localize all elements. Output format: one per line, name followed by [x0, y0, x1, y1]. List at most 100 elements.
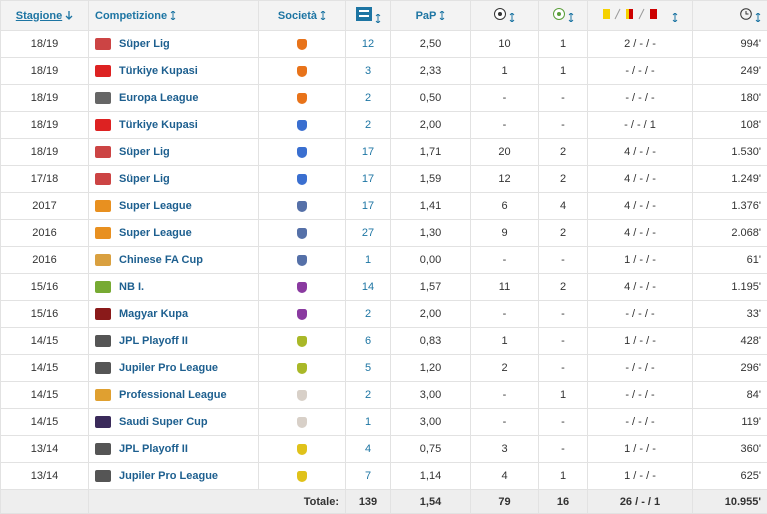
sort-icon: [672, 13, 678, 22]
club: [259, 139, 346, 166]
apps-header[interactable]: [346, 1, 391, 31]
assist-icon: [553, 8, 565, 20]
competition: Jupiler Pro League: [89, 355, 259, 382]
competition-logo: [95, 362, 111, 374]
club-logo[interactable]: [297, 147, 307, 158]
club: [259, 85, 346, 112]
appearances: 27: [346, 220, 391, 247]
total-goals: 79: [471, 490, 539, 514]
assists: 2: [539, 139, 588, 166]
cards-header[interactable]: [588, 1, 693, 31]
minutes: 2.068': [693, 220, 767, 247]
club-logo[interactable]: [297, 228, 307, 239]
clock-icon: [740, 8, 752, 20]
club-header[interactable]: Società: [259, 1, 346, 31]
sort-icon: [320, 11, 326, 20]
competition: Super League: [89, 193, 259, 220]
competition-link[interactable]: JPL Playoff II: [119, 335, 188, 347]
club-logo[interactable]: [297, 417, 307, 428]
appearances: 1: [346, 247, 391, 274]
competition-link[interactable]: Professional League: [119, 389, 227, 401]
competition-link[interactable]: NB I.: [119, 281, 144, 293]
club-logo[interactable]: [297, 390, 307, 401]
club-logo[interactable]: [297, 444, 307, 455]
competition-header[interactable]: Competizione: [89, 1, 259, 31]
goals: -: [471, 85, 539, 112]
cards: 4 / - / -: [588, 220, 693, 247]
club-logo[interactable]: [297, 282, 307, 293]
competition-link[interactable]: JPL Playoff II: [119, 443, 188, 455]
club-logo[interactable]: [297, 120, 307, 131]
appearances: 5: [346, 355, 391, 382]
minutes: 33': [693, 301, 767, 328]
competition-link[interactable]: Türkiye Kupasi: [119, 119, 198, 131]
club-logo[interactable]: [297, 309, 307, 320]
cards: - / - / -: [588, 355, 693, 382]
goals: 3: [471, 436, 539, 463]
competition-link[interactable]: Super League: [119, 200, 192, 212]
competition-link[interactable]: Europa League: [119, 92, 198, 104]
competition-link[interactable]: Magyar Kupa: [119, 308, 188, 320]
club-logo[interactable]: [297, 93, 307, 104]
season-header[interactable]: Stagione: [1, 1, 89, 31]
competition-link[interactable]: Saudi Super Cup: [119, 416, 208, 428]
assists-header[interactable]: [539, 1, 588, 31]
competition-logo: [95, 308, 111, 320]
points-per-game: 1,59: [391, 166, 471, 193]
club-logo[interactable]: [297, 39, 307, 50]
club-logo[interactable]: [297, 201, 307, 212]
competition-link[interactable]: Jupiler Pro League: [119, 362, 218, 374]
goals: -: [471, 409, 539, 436]
pap-header[interactable]: PaP: [391, 1, 471, 31]
total-label: Totale:: [89, 490, 346, 514]
goals: 12: [471, 166, 539, 193]
cards: - / - / -: [588, 58, 693, 85]
club-logo[interactable]: [297, 255, 307, 266]
points-per-game: 0,83: [391, 328, 471, 355]
assists: 2: [539, 220, 588, 247]
minutes: 360': [693, 436, 767, 463]
season: 18/19: [1, 139, 89, 166]
club-logo[interactable]: [297, 336, 307, 347]
pap-label: PaP: [416, 10, 437, 22]
cards: 4 / - / -: [588, 139, 693, 166]
club: [259, 382, 346, 409]
club: [259, 112, 346, 139]
assists: -: [539, 301, 588, 328]
goals: -: [471, 247, 539, 274]
competition: Türkiye Kupasi: [89, 112, 259, 139]
competition-link[interactable]: Süper Lig: [119, 173, 170, 185]
competition-link[interactable]: Süper Lig: [119, 38, 170, 50]
appearances: 2: [346, 382, 391, 409]
points-per-game: 1,71: [391, 139, 471, 166]
club: [259, 328, 346, 355]
total-pap: 1,54: [391, 490, 471, 514]
minutes: 84': [693, 382, 767, 409]
goals-header[interactable]: [471, 1, 539, 31]
ball-icon: [494, 8, 506, 20]
club-logo[interactable]: [297, 363, 307, 374]
competition-link[interactable]: Süper Lig: [119, 146, 170, 158]
club-logo[interactable]: [297, 66, 307, 77]
competition-link[interactable]: Super League: [119, 227, 192, 239]
cards: - / - / -: [588, 409, 693, 436]
competition-link[interactable]: Chinese FA Cup: [119, 254, 203, 266]
appearances: 3: [346, 58, 391, 85]
minutes: 180': [693, 85, 767, 112]
assists: -: [539, 355, 588, 382]
competition-link[interactable]: Türkiye Kupasi: [119, 65, 198, 77]
goals: -: [471, 301, 539, 328]
competition-link[interactable]: Jupiler Pro League: [119, 470, 218, 482]
competition: Chinese FA Cup: [89, 247, 259, 274]
club-logo[interactable]: [297, 471, 307, 482]
minutes-header[interactable]: [693, 1, 767, 31]
club-logo[interactable]: [297, 174, 307, 185]
